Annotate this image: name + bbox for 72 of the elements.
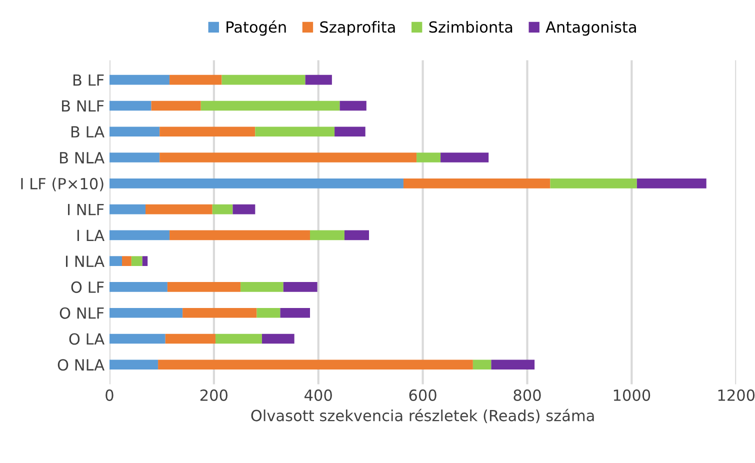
bar [109, 282, 168, 292]
y-tick-label: B NLA [60, 152, 104, 164]
bar [305, 74, 332, 85]
y-tick-label: B LA [71, 126, 104, 138]
bar [142, 256, 148, 266]
x-tick-label: 600 [409, 389, 436, 401]
bar [262, 334, 294, 344]
bar [165, 334, 216, 344]
x-axis-title: Olvasott szekvencia részletek (Reads) száma [251, 408, 594, 424]
bar [280, 308, 310, 318]
bar [158, 360, 473, 370]
bar [170, 74, 222, 85]
bar [109, 308, 183, 318]
bar [182, 308, 257, 318]
x-tick-label: 200 [200, 389, 228, 401]
y-tick-label: B LF [73, 74, 104, 86]
bar [255, 126, 335, 137]
y-tick-label: O LA [69, 333, 104, 345]
bar [131, 256, 142, 266]
bar [636, 178, 706, 188]
bar [491, 360, 535, 370]
bar [222, 74, 306, 85]
bar [403, 178, 550, 188]
bar [170, 230, 310, 240]
y-tick-label: O NLA [58, 359, 104, 371]
y-tick-label: I NLA [66, 256, 104, 267]
x-tick-label: 1200 [718, 389, 755, 401]
bar [232, 204, 256, 214]
legend-label: Patogén [226, 20, 286, 36]
y-tick-label: I NLF [68, 204, 104, 216]
bar [340, 100, 366, 111]
bar [283, 282, 318, 292]
bar [109, 178, 404, 188]
x-tick-label: 1000 [614, 389, 650, 401]
bar [215, 334, 262, 344]
bar [240, 282, 284, 292]
bar [109, 152, 160, 162]
y-tick-label: I LF (P×10) [21, 178, 104, 192]
bar [109, 74, 170, 85]
bar [109, 334, 166, 344]
bar [160, 152, 417, 162]
bar [212, 204, 233, 214]
bar [109, 126, 160, 137]
bar [334, 126, 366, 137]
bar [472, 360, 492, 370]
legend-label: Antagonista [546, 20, 636, 36]
legend-label: Szaprofita [320, 20, 395, 36]
bar [200, 100, 340, 111]
bar [122, 256, 132, 266]
bar [310, 230, 344, 240]
bar [256, 308, 280, 318]
y-tick-label: O LF [71, 281, 104, 293]
bar [344, 230, 370, 240]
bar [109, 256, 122, 266]
bar [160, 126, 256, 137]
bar [109, 360, 158, 370]
x-tick-label: 0 [106, 389, 114, 401]
y-tick-label: O NLF [60, 307, 104, 319]
y-tick-label: I LA [77, 230, 104, 241]
y-tick-label: B NLF [62, 100, 104, 112]
bar [151, 100, 201, 111]
bar [440, 152, 489, 162]
bar [109, 204, 146, 214]
bar [146, 204, 212, 214]
x-tick-label: 400 [304, 389, 332, 401]
legend-label: Szimbionta [429, 20, 512, 33]
x-tick-label: 800 [514, 389, 541, 401]
bar [109, 100, 152, 111]
bar [416, 152, 441, 162]
bar [109, 230, 170, 240]
bar [167, 282, 241, 292]
bar [550, 178, 637, 188]
